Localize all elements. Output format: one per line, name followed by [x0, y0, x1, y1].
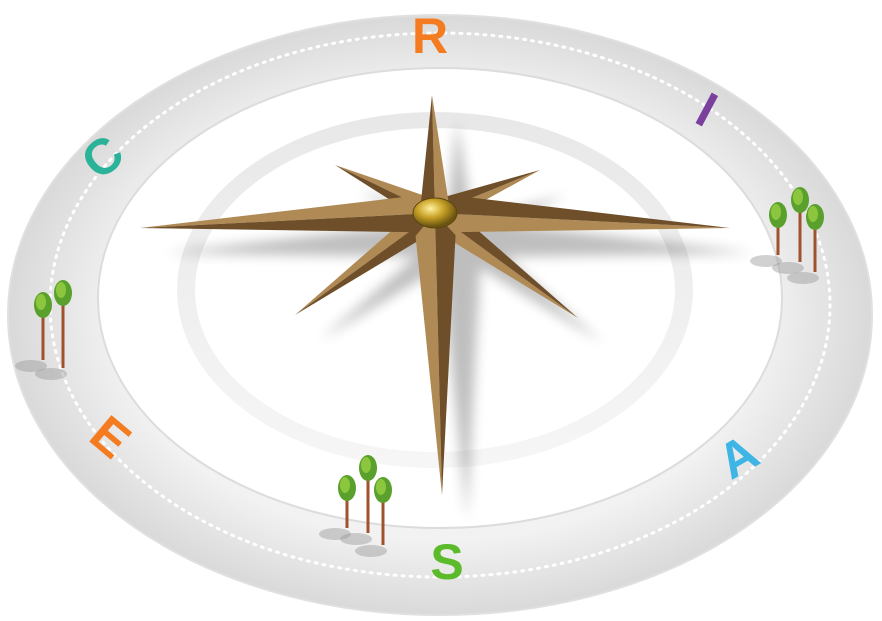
tree-shadow: [787, 272, 819, 284]
tree-crown-light: [36, 294, 46, 310]
tree-shadow: [355, 545, 387, 557]
tree-crown-light: [808, 206, 818, 222]
letter: S: [430, 534, 463, 590]
tree-crown-light: [376, 479, 386, 495]
tree-crown-light: [771, 204, 781, 220]
tree-shadow: [340, 533, 372, 545]
tree-crown-light: [340, 477, 350, 493]
compass-illustration: R I A S E C: [0, 0, 882, 621]
tree-crown-light: [793, 189, 803, 205]
compass-hub: [413, 198, 457, 228]
tree-shadow: [35, 368, 67, 380]
tree-crown-light: [361, 457, 371, 473]
letter: R: [412, 8, 448, 64]
tree-crown-light: [56, 282, 66, 298]
